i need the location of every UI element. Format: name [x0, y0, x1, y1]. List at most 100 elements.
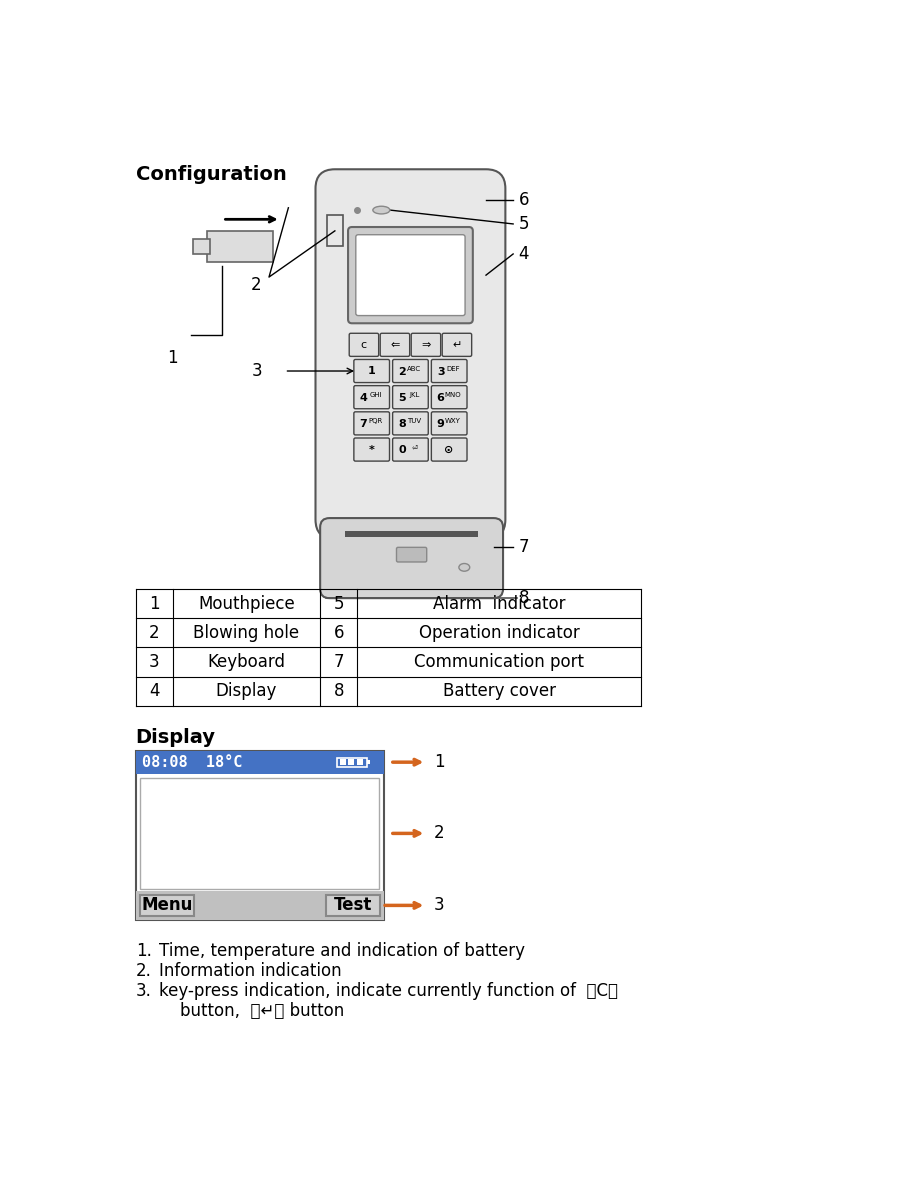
Text: 3: 3	[252, 362, 262, 380]
Bar	[344, 531, 477, 537]
Text: PQR: PQR	[368, 417, 383, 425]
Text: *: *	[368, 445, 374, 454]
Bar	[366, 760, 369, 765]
Text: 0: 0	[398, 445, 405, 455]
Bar	[140, 778, 379, 890]
FancyBboxPatch shape	[353, 412, 389, 435]
Text: 4: 4	[148, 682, 159, 700]
Text: 5: 5	[398, 393, 405, 403]
Text: 6: 6	[518, 191, 528, 209]
Text: 4: 4	[518, 246, 528, 263]
Bar	[337, 758, 366, 767]
FancyBboxPatch shape	[442, 333, 471, 356]
Text: 7: 7	[518, 537, 528, 555]
Text: 3: 3	[148, 653, 159, 671]
Text: Mouthpiece: Mouthpiece	[198, 594, 294, 612]
Text: 1: 1	[148, 594, 159, 612]
Text: Information indication: Information indication	[159, 962, 342, 980]
Text: Display: Display	[136, 727, 216, 746]
Text: 7: 7	[359, 419, 366, 429]
Text: 6: 6	[333, 624, 343, 642]
Text: button,  【↵】 button: button, 【↵】 button	[159, 1002, 343, 1020]
FancyBboxPatch shape	[431, 412, 466, 435]
FancyBboxPatch shape	[392, 385, 428, 409]
FancyBboxPatch shape	[431, 359, 466, 383]
FancyBboxPatch shape	[392, 438, 428, 461]
Text: 2: 2	[434, 824, 445, 842]
Text: 2: 2	[251, 276, 261, 294]
Bar	[136, 891, 384, 920]
Text: c: c	[361, 340, 366, 350]
Text: ABC: ABC	[407, 365, 421, 371]
Text: 1.: 1.	[136, 942, 151, 959]
Text: 3: 3	[434, 897, 445, 914]
Text: ⇐: ⇐	[390, 340, 399, 350]
Text: 5: 5	[333, 594, 343, 612]
Text: 5: 5	[518, 215, 528, 232]
Text: Keyboard: Keyboard	[208, 653, 285, 671]
Text: 08:08  18°C: 08:08 18°C	[142, 754, 242, 770]
Text: 1: 1	[167, 349, 178, 366]
Text: GHI: GHI	[369, 391, 382, 397]
Text: 9: 9	[436, 419, 445, 429]
Bar	[136, 751, 384, 773]
Text: ⏎: ⏎	[411, 445, 417, 451]
Text: TUV: TUV	[407, 417, 421, 425]
FancyBboxPatch shape	[392, 359, 428, 383]
Text: 3.: 3.	[136, 982, 151, 1000]
Text: MNO: MNO	[445, 391, 461, 397]
FancyBboxPatch shape	[392, 412, 428, 435]
Text: Blowing hole: Blowing hole	[193, 624, 299, 642]
FancyBboxPatch shape	[431, 438, 466, 461]
Text: 3: 3	[436, 366, 444, 377]
FancyBboxPatch shape	[315, 170, 505, 538]
Text: Test: Test	[333, 897, 372, 914]
Text: DEF: DEF	[445, 365, 459, 371]
Text: 6: 6	[436, 393, 445, 403]
Text: 2: 2	[148, 624, 159, 642]
Text: Display: Display	[216, 682, 277, 700]
FancyBboxPatch shape	[325, 894, 379, 916]
Bar	[348, 759, 353, 765]
Text: JKL: JKL	[409, 391, 419, 397]
Text: 2.: 2.	[136, 962, 151, 980]
FancyBboxPatch shape	[353, 385, 389, 409]
Text: ↵: ↵	[452, 340, 461, 350]
FancyBboxPatch shape	[349, 333, 378, 356]
Bar	[136, 751, 384, 920]
Text: 7: 7	[333, 653, 343, 671]
Text: Operation indicator: Operation indicator	[418, 624, 578, 642]
Text: Communication port: Communication port	[414, 653, 584, 671]
FancyBboxPatch shape	[355, 235, 465, 315]
Bar	[193, 238, 210, 254]
FancyBboxPatch shape	[396, 548, 426, 562]
Bar	[327, 216, 343, 247]
Text: ⇒: ⇒	[421, 340, 430, 350]
FancyBboxPatch shape	[431, 385, 466, 409]
Bar	[356, 759, 363, 765]
Ellipse shape	[458, 563, 469, 572]
Text: key-press indication, indicate currently function of  【C】: key-press indication, indicate currently…	[159, 982, 618, 1000]
Text: Menu: Menu	[141, 897, 192, 914]
Text: 8: 8	[333, 682, 343, 700]
FancyBboxPatch shape	[380, 333, 409, 356]
Text: Alarm  indicator: Alarm indicator	[433, 594, 565, 612]
Text: Battery cover: Battery cover	[442, 682, 555, 700]
Ellipse shape	[373, 206, 390, 213]
Text: ⊙: ⊙	[444, 445, 454, 454]
Text: 4: 4	[359, 393, 367, 403]
Text: 1: 1	[367, 366, 375, 376]
FancyBboxPatch shape	[353, 359, 389, 383]
FancyBboxPatch shape	[353, 438, 389, 461]
Bar	[339, 759, 345, 765]
Text: 2: 2	[397, 366, 405, 377]
FancyBboxPatch shape	[348, 227, 472, 324]
FancyBboxPatch shape	[139, 894, 194, 916]
Text: 8: 8	[397, 419, 405, 429]
Bar	[207, 231, 272, 262]
Text: Configuration: Configuration	[136, 165, 286, 184]
FancyBboxPatch shape	[320, 518, 503, 598]
Text: Time, temperature and indication of battery: Time, temperature and indication of batt…	[159, 942, 525, 959]
Text: 1: 1	[434, 753, 445, 771]
Text: 8: 8	[518, 589, 528, 607]
